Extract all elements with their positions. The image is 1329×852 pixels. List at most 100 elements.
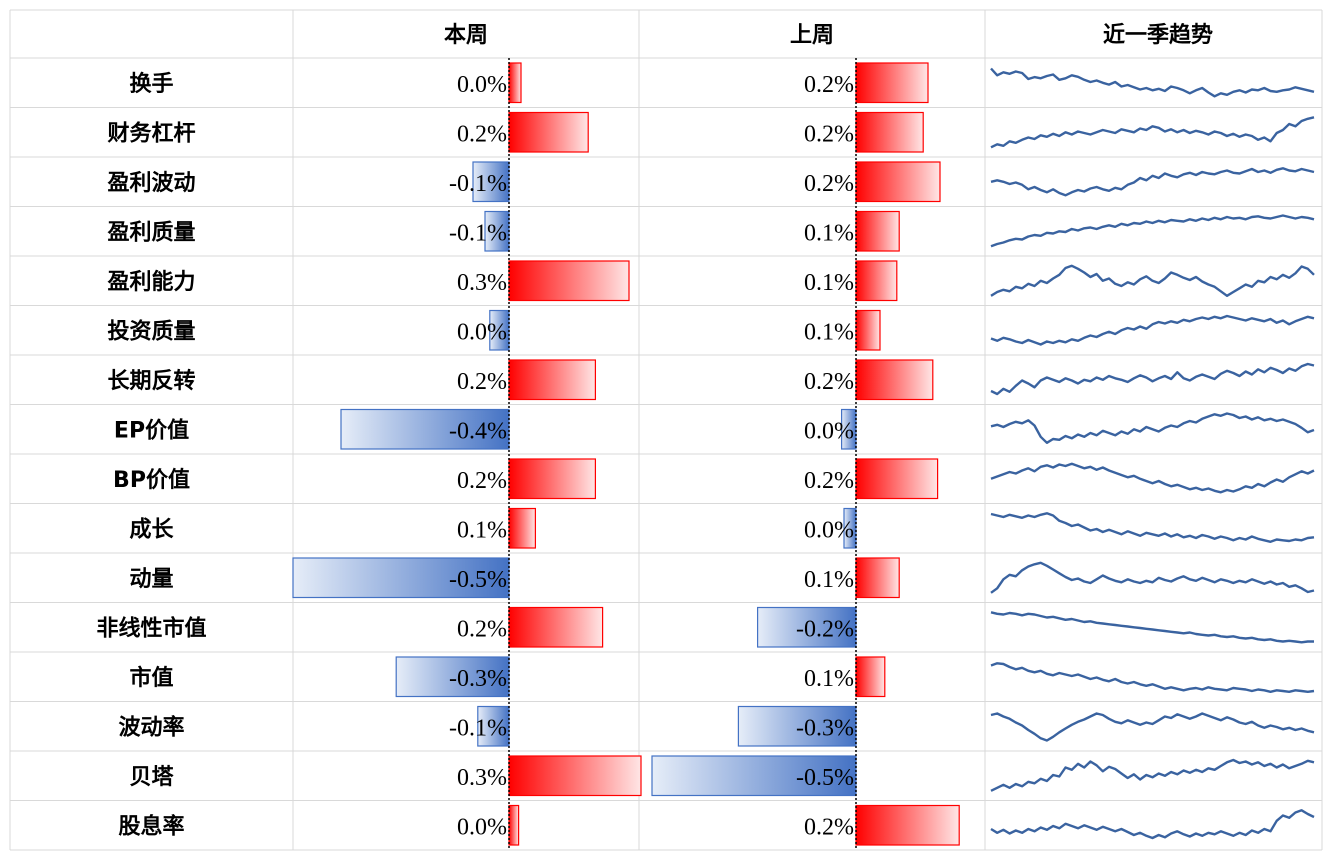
value-last-week: 0.0% xyxy=(804,418,854,444)
value-this-week: 0.3% xyxy=(457,270,507,296)
value-last-week: 0.2% xyxy=(804,814,854,840)
bar-this-week xyxy=(508,507,536,549)
bar-last-week xyxy=(855,656,886,698)
table-row: 股息率 0.0% 0.2% xyxy=(118,804,1315,846)
bar-this-week xyxy=(292,557,510,599)
table-row: 市值 -0.3% 0.1% xyxy=(129,656,1315,698)
value-this-week: -0.4% xyxy=(449,418,507,444)
value-this-week: 0.2% xyxy=(457,616,507,642)
table-row: 非线性市值 0.2% -0.2% xyxy=(96,606,1314,648)
bar-last-week xyxy=(855,458,939,500)
value-this-week: -0.1% xyxy=(449,171,507,197)
value-last-week: 0.1% xyxy=(804,666,854,692)
value-last-week: 0.1% xyxy=(804,270,854,296)
bar-this-week xyxy=(508,359,597,401)
table-row: 动量 -0.5% 0.1% xyxy=(129,557,1315,599)
column-header-last-week: 上周 xyxy=(790,23,834,48)
table-body: 换手 0.0% 0.2% 财务杠杆 0.2% 0.2% 盈利波动 -0.1% 0.2% 盈利质量 -… xyxy=(96,58,1315,850)
value-this-week: -0.3% xyxy=(449,666,507,692)
row-label: 投资质量 xyxy=(107,319,195,344)
trend-sparkline xyxy=(990,662,1315,693)
value-last-week: 0.0% xyxy=(804,517,854,543)
row-label: 财务杠杆 xyxy=(107,120,195,146)
value-this-week: 0.0% xyxy=(457,814,507,840)
value-last-week: 0.1% xyxy=(804,567,854,593)
row-label: 换手 xyxy=(129,71,173,97)
row-label: 动量 xyxy=(129,567,173,592)
value-last-week: 0.2% xyxy=(804,369,854,395)
table-row: 波动率 -0.1% -0.3% xyxy=(118,705,1315,747)
bar-this-week xyxy=(395,656,510,698)
value-last-week: 0.2% xyxy=(804,72,854,98)
value-last-week: -0.3% xyxy=(796,715,854,741)
value-this-week: -0.5% xyxy=(449,567,507,593)
table-row: 贝塔 0.3% -0.5% xyxy=(129,755,1315,797)
bar-this-week xyxy=(477,705,510,747)
value-last-week: -0.2% xyxy=(796,616,854,642)
bar-last-week xyxy=(855,210,900,252)
value-last-week: 0.1% xyxy=(804,319,854,345)
trend-sparkline xyxy=(990,214,1315,248)
table-row: 长期反转 0.2% 0.2% xyxy=(107,359,1315,401)
bar-last-week xyxy=(855,62,929,104)
trend-sparkline xyxy=(990,167,1315,197)
row-label: 波动率 xyxy=(118,714,184,740)
trend-sparkline xyxy=(990,116,1315,149)
row-label: 盈利质量 xyxy=(106,220,195,245)
bar-last-week xyxy=(855,557,900,599)
bar-last-week xyxy=(855,804,960,846)
value-this-week: 0.2% xyxy=(457,121,507,147)
bar-this-week xyxy=(508,62,522,104)
row-label: 市值 xyxy=(129,665,173,691)
trend-sparkline xyxy=(990,809,1315,840)
value-last-week: -0.5% xyxy=(796,765,854,791)
bar-this-week xyxy=(508,804,520,846)
bar-last-week xyxy=(855,260,898,302)
table-row: 投资质量 0.0% 0.1% xyxy=(107,309,1315,351)
value-last-week: 0.1% xyxy=(804,220,854,246)
value-this-week: 0.0% xyxy=(457,319,507,345)
row-label: 股息率 xyxy=(118,813,184,839)
bar-last-week xyxy=(855,359,934,401)
trend-sparkline xyxy=(990,67,1315,98)
bar-this-week xyxy=(508,111,589,153)
column-header-this-week: 本周 xyxy=(444,23,488,48)
row-label: EP价值 xyxy=(114,417,189,443)
bar-this-week xyxy=(508,755,642,797)
bar-last-week xyxy=(855,111,924,153)
trend-sparkline xyxy=(990,712,1315,742)
row-label: 盈利能力 xyxy=(106,269,195,295)
table-row: 盈利波动 -0.1% 0.2% xyxy=(106,161,1315,203)
bar-last-week xyxy=(855,161,941,203)
bar-last-week xyxy=(737,705,857,747)
row-label: 成长 xyxy=(129,517,174,542)
value-this-week: 0.3% xyxy=(457,765,507,791)
table-row: 换手 0.0% 0.2% xyxy=(129,62,1315,104)
trend-sparkline xyxy=(990,611,1314,644)
row-label: 非线性市值 xyxy=(96,615,206,641)
value-this-week: 0.2% xyxy=(457,468,507,494)
trend-sparkline xyxy=(990,561,1315,594)
trend-sparkline xyxy=(990,462,1315,494)
table-row: BP价值 0.2% 0.2% xyxy=(113,458,1315,500)
value-this-week: -0.1% xyxy=(449,715,507,741)
trend-sparkline xyxy=(990,314,1315,346)
bar-last-week xyxy=(840,408,857,450)
row-label: 长期反转 xyxy=(107,368,195,394)
table-row: 成长 0.1% 0.0% xyxy=(129,507,1315,549)
value-last-week: 0.2% xyxy=(804,121,854,147)
bar-this-week xyxy=(508,458,597,500)
table-row: EP价值 -0.4% 0.0% xyxy=(114,408,1315,450)
value-this-week: -0.1% xyxy=(449,220,507,246)
bar-last-week xyxy=(756,606,857,648)
value-this-week: 0.0% xyxy=(457,72,507,98)
row-label: 贝塔 xyxy=(129,765,174,790)
table-row: 盈利质量 -0.1% 0.1% xyxy=(106,210,1315,252)
column-header-trend: 近一季趋势 xyxy=(1103,22,1213,48)
table-header: 本周 上周 近一季趋势 xyxy=(444,22,1213,48)
bar-this-week xyxy=(340,408,510,450)
trend-sparkline xyxy=(990,512,1315,543)
trend-sparkline xyxy=(990,412,1315,444)
value-last-week: 0.2% xyxy=(804,171,854,197)
